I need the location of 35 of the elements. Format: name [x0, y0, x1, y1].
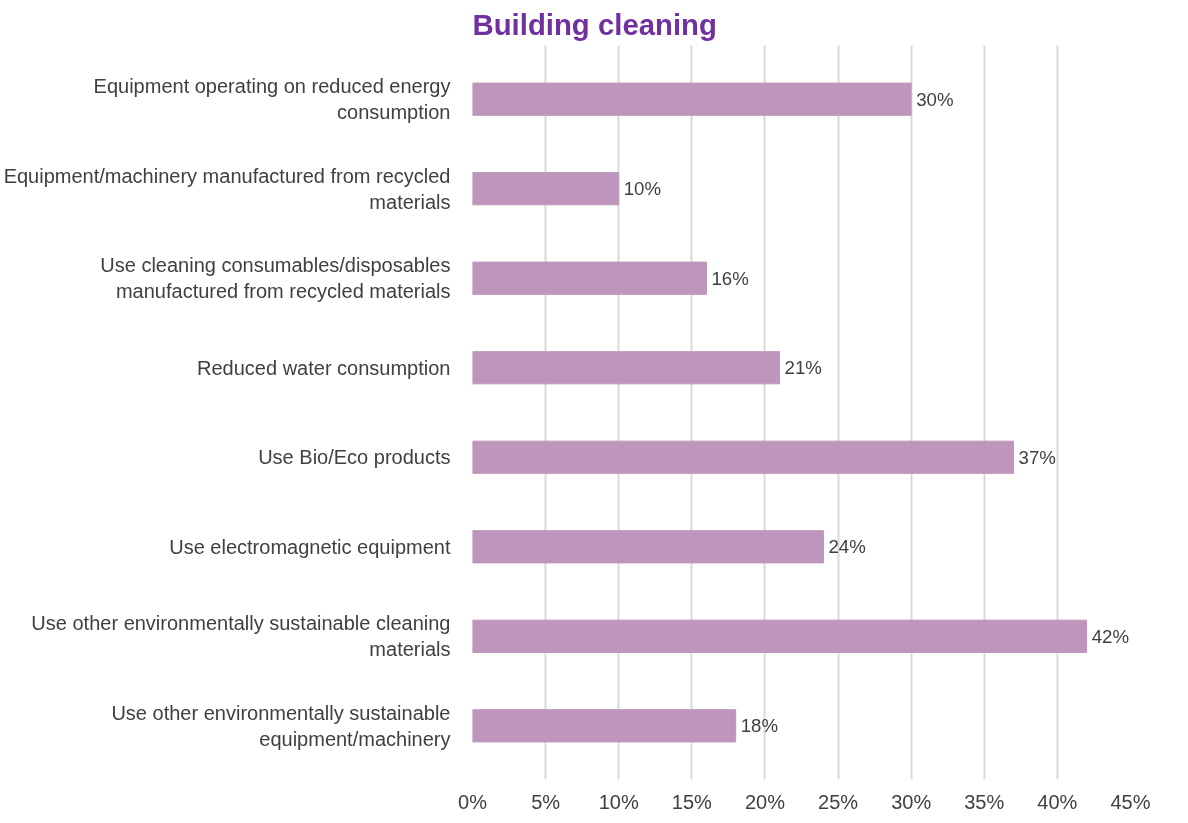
bar	[472, 619, 1088, 653]
bar	[472, 440, 1015, 474]
y-tick-label: Use other environmentally sustainable equipment/machinery	[111, 701, 451, 750]
x-tick-label: 5%	[531, 790, 561, 813]
x-tick-label: 15%	[671, 790, 713, 813]
y-tick-label: Equipment/machinery manufactured from recycled materials	[3, 164, 451, 213]
data-label: 30%	[916, 88, 954, 110]
chart-title: Building cleaning	[472, 7, 717, 41]
y-tick-label: Use Bio/Eco products	[258, 446, 451, 469]
y-tick-label: Equipment operating on reduced energy consumption	[93, 75, 451, 124]
data-label: 10%	[623, 178, 662, 200]
data-label: 37%	[1018, 446, 1056, 468]
data-label: 24%	[828, 536, 866, 558]
data-label: 18%	[740, 715, 779, 737]
x-tick-label: 20%	[744, 790, 786, 813]
data-label: 42%	[1091, 625, 1129, 647]
bar	[472, 530, 824, 564]
bar	[472, 261, 707, 295]
y-tick-label: Use electromagnetic equipment	[169, 535, 451, 558]
y-tick-label: Use cleaning consumables/disposables manufactured from recycled materials	[100, 254, 451, 303]
x-tick-label: 45%	[1110, 790, 1151, 813]
y-tick-label: Use other environmentally sustainable cleaning materials	[31, 612, 451, 661]
bar	[472, 351, 781, 385]
x-tick-label: 30%	[891, 790, 932, 813]
x-tick-label: 0%	[458, 790, 488, 813]
x-tick-label: 35%	[964, 790, 1005, 813]
data-label: 16%	[711, 267, 749, 289]
x-tick-label: 25%	[818, 790, 859, 813]
y-tick-label: Reduced water consumption	[197, 356, 451, 379]
bar	[472, 82, 912, 116]
bar	[472, 709, 737, 743]
x-tick-label: 40%	[1037, 790, 1078, 813]
bar	[472, 172, 620, 206]
data-label: 21%	[784, 357, 822, 379]
x-tick-label: 10%	[598, 790, 639, 813]
